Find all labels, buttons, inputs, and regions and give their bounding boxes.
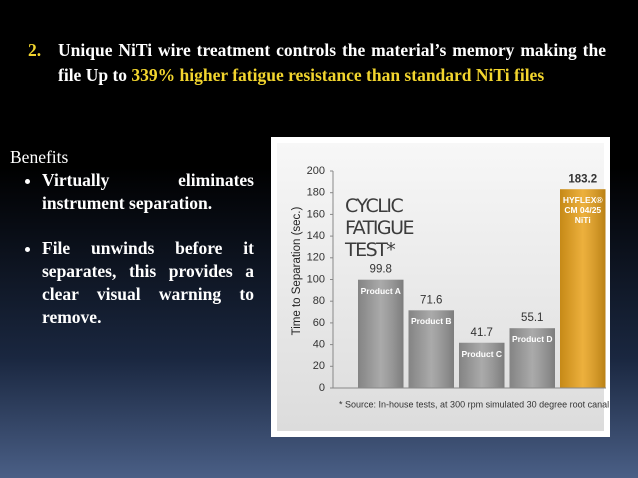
y-tick-label: 180 bbox=[307, 187, 325, 199]
category-label: Product A bbox=[360, 285, 401, 296]
heading-segment: 339% higher fatigue resistance than stan… bbox=[131, 65, 545, 85]
benefit-item: File unwinds before it separates, this p… bbox=[42, 237, 254, 329]
value-label: 71.6 bbox=[420, 294, 442, 306]
y-tick-label: 120 bbox=[307, 252, 325, 264]
category-label: HYFLEX® CM 04/25 NiTi bbox=[562, 195, 603, 226]
chart-note: * Source: In-house tests, at 300 rpm sim… bbox=[339, 399, 609, 409]
chart-svg: 0 20 40 60 80 100 120 140 160 180 200 Time to Separ… bbox=[277, 143, 609, 431]
category-label: Product B bbox=[410, 316, 452, 327]
y-tick-label: 160 bbox=[307, 208, 325, 220]
heading-segment: Unique NiTi wire treatment controls the … bbox=[58, 40, 606, 85]
value-label: 41.7 bbox=[471, 327, 493, 339]
bar-shade bbox=[408, 310, 454, 388]
benefit-item: Virtually eliminates instrument separati… bbox=[42, 169, 254, 215]
category-label: Product C bbox=[461, 348, 503, 359]
chart-title: CYCLIC FATIGUE TEST* bbox=[345, 195, 415, 261]
chart: 0 20 40 60 80 100 120 140 160 180 200 Time to Separ… bbox=[271, 137, 610, 437]
bar-shade bbox=[459, 342, 505, 388]
y-tick-label: 100 bbox=[307, 273, 325, 285]
y-axis-label: Time to Separation (sec.) bbox=[291, 206, 303, 335]
bar-shade bbox=[509, 328, 555, 388]
y-tick-label: 20 bbox=[313, 360, 325, 372]
bar-shade bbox=[560, 189, 606, 388]
benefits-title: Benefits bbox=[10, 147, 69, 167]
category-label: Product D bbox=[511, 334, 553, 345]
heading-text: Unique NiTi wire treatment controls the … bbox=[58, 38, 606, 88]
y-tick-label: 200 bbox=[307, 165, 325, 177]
y-tick-label: 0 bbox=[319, 382, 325, 394]
value-label: 99.8 bbox=[370, 264, 392, 276]
value-label: 55.1 bbox=[521, 312, 543, 324]
heading: 2. Unique NiTi wire treatment controls t… bbox=[28, 38, 606, 88]
y-tick-label: 140 bbox=[307, 230, 325, 242]
value-label: 183.2 bbox=[568, 173, 597, 185]
benefits-list: Virtually eliminates instrument separati… bbox=[10, 169, 254, 329]
heading-number: 2. bbox=[28, 40, 42, 60]
bar-shade bbox=[358, 279, 404, 388]
benefits: Benefits Virtually eliminates instrument… bbox=[10, 146, 254, 351]
y-tick-label: 80 bbox=[313, 295, 325, 307]
y-tick-label: 40 bbox=[313, 339, 325, 351]
y-tick-label: 60 bbox=[313, 317, 325, 329]
